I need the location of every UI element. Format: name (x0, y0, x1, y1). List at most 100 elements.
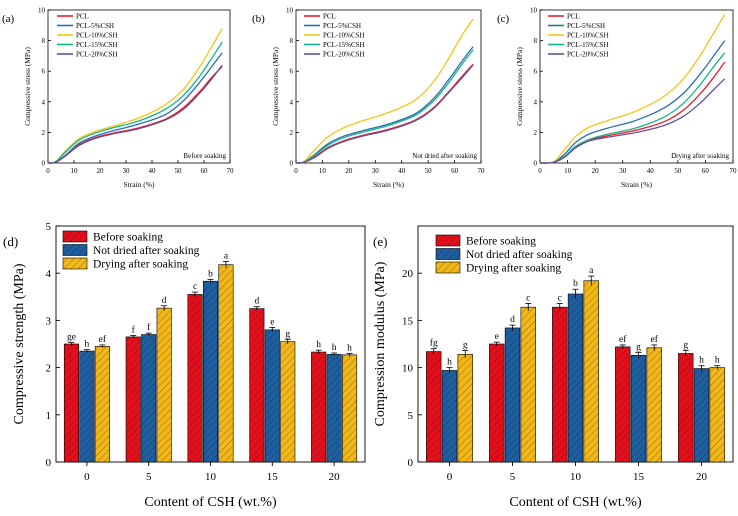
y-tick-label: 2 (290, 129, 294, 137)
y-axis-label: Compression modulus (MPa) (373, 261, 388, 426)
bar (489, 343, 505, 463)
legend-label: PCL-5%CSH (76, 22, 114, 30)
legend-label: PCL-15%CSH (567, 41, 609, 49)
bar (426, 351, 442, 463)
legend-label: Not dried after soaking (466, 249, 573, 261)
bar (187, 294, 203, 463)
legend-label: PCL-10%CSH (567, 32, 609, 40)
legend-label: PCL-5%CSH (323, 22, 361, 30)
series-line-pcl-20-csh (539, 78, 726, 164)
x-tick-label: 15 (633, 471, 645, 483)
plot-frame (47, 9, 231, 164)
y-tick-label: 8 (534, 37, 538, 45)
legend-label: PCL-5%CSH (567, 22, 605, 30)
x-tick-label: 60 (451, 167, 459, 175)
bar (552, 306, 568, 463)
bar (583, 280, 599, 463)
y-tick-label: 3 (46, 315, 52, 327)
legend-label: PCL-15%CSH (76, 41, 118, 49)
significance-label: ef (619, 334, 627, 345)
legend-swatch (62, 230, 88, 243)
x-tick-label: 40 (647, 167, 655, 175)
panel-annotation: Not dried after soaking (412, 152, 477, 160)
significance-label: c (193, 282, 197, 292)
significance-label: d (510, 315, 515, 325)
y-tick-label: 1 (46, 410, 52, 422)
x-tick-label: 5 (510, 471, 516, 483)
x-tick-label: 10 (564, 167, 572, 175)
legend-swatch (435, 234, 461, 247)
legend-label: PCL-10%CSH (76, 32, 118, 40)
significance-label: ef (651, 334, 659, 345)
legend-swatch (62, 257, 88, 270)
bar (264, 329, 280, 463)
significance-label: ef (99, 334, 107, 345)
y-tick-label: 0 (46, 457, 52, 469)
legend-label: Not dried after soaking (93, 245, 200, 257)
x-tick-label: 0 (294, 167, 298, 175)
y-tick-label: 0 (290, 160, 294, 168)
y-tick-label: 10 (402, 363, 414, 375)
significance-label: h (447, 358, 452, 368)
x-tick-label: 30 (372, 167, 380, 175)
series-line-pcl-20-csh (47, 64, 223, 164)
significance-label: g (683, 341, 688, 351)
y-tick-label: 2 (534, 129, 538, 137)
significance-label: h (347, 343, 352, 353)
bar (678, 353, 694, 463)
series-line-pcl-10-csh (47, 28, 223, 164)
x-tick-label: 40 (149, 167, 157, 175)
series-line-pcl-15-csh (295, 49, 474, 164)
legend-label: PCL (567, 13, 580, 21)
y-tick-label: 10 (286, 7, 294, 15)
significance-label: d (162, 296, 167, 306)
significance-label: b (573, 279, 578, 289)
y-tick-label: 8 (42, 37, 46, 45)
bar (520, 306, 536, 463)
series-line-pcl-5-csh (295, 46, 474, 164)
panel-annotation: Drying after soaking (671, 152, 729, 160)
significance-label: h (715, 356, 720, 366)
y-axis-label: Compressive stress (MPa) (23, 47, 32, 126)
y-axis-label: Compressive strength (MPa) (12, 263, 27, 424)
plot-frame (295, 9, 482, 164)
y-tick-label: 4 (42, 98, 46, 106)
bar (326, 354, 342, 463)
bar (63, 343, 79, 463)
x-tick-label: 40 (398, 167, 406, 175)
significance-label: e (270, 317, 274, 327)
x-tick-label: 10 (205, 471, 217, 483)
x-axis-label: Strain (%) (123, 180, 155, 189)
x-tick-label: 15 (267, 471, 279, 483)
x-tick-label: 60 (702, 167, 710, 175)
y-tick-label: 4 (46, 268, 52, 280)
x-tick-label: 20 (345, 167, 353, 175)
significance-label: g (636, 342, 641, 352)
panel-label: (d) (3, 234, 18, 249)
y-axis-label: Compressive stress (MPa) (271, 47, 280, 126)
legend-label: PCL-20%CSH (567, 51, 609, 59)
y-tick-label: 0 (42, 160, 46, 168)
x-tick-label: 20 (592, 167, 600, 175)
x-tick-label: 70 (227, 167, 235, 175)
x-tick-label: 10 (319, 167, 327, 175)
x-tick-label: 20 (97, 167, 105, 175)
bar (218, 264, 234, 463)
legend-label: PCL (76, 13, 89, 21)
bar (504, 327, 521, 463)
significance-label: f (147, 322, 151, 333)
y-tick-label: 10 (38, 7, 46, 15)
y-tick-label: 6 (534, 68, 538, 76)
x-axis-label: Content of CSH (wt.%) (509, 495, 642, 510)
panel-label: (a) (2, 13, 15, 25)
x-tick-label: 20 (696, 471, 708, 483)
y-tick-label: 4 (290, 98, 294, 106)
significance-label: e (495, 332, 499, 342)
x-axis-label: Content of CSH (wt.%) (144, 495, 277, 510)
x-tick-label: 0 (46, 167, 50, 175)
significance-label: h (699, 356, 704, 366)
legend-label: PCL-20%CSH (76, 51, 118, 59)
x-tick-label: 10 (71, 167, 79, 175)
x-tick-label: 20 (329, 471, 341, 483)
y-tick-label: 0 (534, 160, 538, 168)
